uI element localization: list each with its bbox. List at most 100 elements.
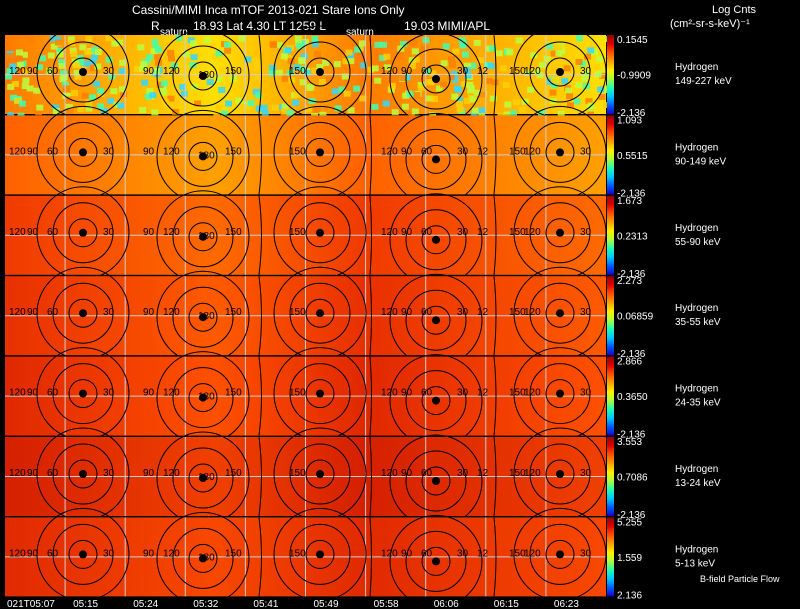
contour-label: 60	[47, 227, 59, 238]
contour-label: 12	[477, 66, 489, 77]
contour-label: 180	[198, 311, 215, 322]
time-tick-label: 06:15	[494, 599, 519, 609]
look-direction-marker	[556, 309, 564, 318]
contour-label: 90	[27, 388, 39, 399]
look-direction-marker	[316, 68, 324, 76]
contour-label: 150	[509, 468, 526, 479]
species-label: Hydrogen	[675, 544, 718, 555]
energy-range-label: 55-90 keV	[675, 237, 721, 248]
contour-label: 60	[421, 388, 433, 399]
look-direction-marker	[79, 309, 87, 318]
contour-label: 150	[509, 548, 526, 559]
saturn-marker-label-1: saturn	[160, 27, 188, 38]
contour-label: 60	[421, 548, 433, 559]
colorbar	[607, 195, 614, 275]
contour-label: 90	[143, 468, 155, 479]
look-direction-marker	[432, 316, 440, 325]
colorbar-mid-label: 0.5515	[617, 151, 648, 162]
contour-label: 120	[9, 388, 26, 399]
colorbar-min-label: -2.136	[617, 188, 646, 199]
look-direction-marker	[432, 557, 440, 566]
contour-label: 150	[225, 227, 242, 238]
colorbar	[607, 35, 614, 114]
species-label: Hydrogen	[675, 303, 718, 314]
contour-label: 150	[225, 146, 242, 157]
colorbar-max-label: 3.553	[617, 437, 642, 448]
contour-label: 90	[401, 146, 413, 157]
contour-label: 60	[47, 307, 59, 318]
contour-label: 150	[509, 146, 526, 157]
look-direction-marker	[199, 232, 207, 241]
colorbar-max-label: 0.1545	[617, 35, 648, 46]
energy-range-label: 13-24 keV	[675, 478, 721, 489]
contour-label: 120	[524, 66, 541, 77]
contour-label: 90	[27, 227, 39, 238]
contour-label: 30	[457, 307, 469, 318]
colorbar	[607, 356, 614, 436]
contour-label: 60	[421, 66, 433, 77]
contour-label: 120	[9, 307, 26, 318]
look-direction-marker	[79, 148, 87, 157]
look-direction-marker	[316, 228, 324, 237]
look-direction-marker	[556, 68, 564, 76]
units-line-1: Log Cnts	[712, 4, 757, 16]
contour-label: 90	[143, 388, 155, 399]
units-line-2: (cm²-sr-s-keV)⁻¹	[670, 18, 750, 30]
contour-label: 120	[524, 307, 541, 318]
energy-range-label: 35-55 keV	[675, 317, 721, 328]
contour-label: 150	[225, 388, 242, 399]
contour-label: 120	[381, 307, 398, 318]
contour-label: 60	[421, 227, 433, 238]
colorbar-max-label: 2.866	[617, 357, 642, 368]
look-direction-marker	[556, 470, 564, 478]
contour-label: 120	[9, 548, 26, 559]
contour-label: 150	[289, 548, 306, 559]
time-tick-label: 06:06	[434, 599, 459, 609]
contour-label: 120	[524, 227, 541, 238]
contour-label: 120	[381, 388, 398, 399]
contour-label: 180	[198, 231, 215, 242]
colorbar-mid-label: 1.559	[617, 553, 642, 564]
chart-title: Cassini/MIMI Inca mTOF 2013-021 Stare Io…	[132, 3, 405, 17]
contour-label: 120	[524, 146, 541, 157]
contour-label: 150	[225, 307, 242, 318]
look-direction-marker	[316, 389, 324, 398]
time-tick-label: 05:15	[73, 599, 98, 609]
time-tick-label: 06:23	[554, 599, 579, 609]
contour-label: 90	[143, 548, 155, 559]
contour-label: 30	[580, 548, 592, 559]
look-direction-marker	[316, 148, 324, 157]
contour-label: 30	[457, 468, 469, 479]
contour-label: 12	[477, 307, 489, 318]
contour-label: 30	[457, 388, 469, 399]
look-direction-marker	[79, 389, 87, 398]
energy-range-label: 24-35 keV	[675, 398, 721, 409]
contour-label: 90	[27, 468, 39, 479]
contour-label: 90	[401, 388, 413, 399]
time-tick-label: 05:24	[133, 599, 158, 609]
contour-label: 120	[381, 468, 398, 479]
contour-label: 120	[163, 146, 180, 157]
colorbar-min-label: -2.136	[617, 269, 646, 280]
look-direction-marker	[316, 309, 324, 318]
contour-label: 12	[477, 548, 489, 559]
time-tick-label: 05:58	[374, 599, 399, 609]
look-direction-marker	[316, 550, 324, 559]
contour-label: 150	[289, 146, 306, 157]
contour-label: 60	[47, 468, 59, 479]
contour-label: 30	[457, 548, 469, 559]
contour-label: 90	[27, 307, 39, 318]
contour-label: 120	[9, 146, 26, 157]
look-direction-marker	[556, 148, 564, 157]
colorbar-mid-label: 0.06859	[617, 312, 654, 323]
contour-label: 150	[509, 227, 526, 238]
contour-label: 120	[524, 388, 541, 399]
position-info: 18.93 Lat 4.30 LT 1259 L	[193, 19, 327, 33]
contour-label: 120	[381, 146, 398, 157]
